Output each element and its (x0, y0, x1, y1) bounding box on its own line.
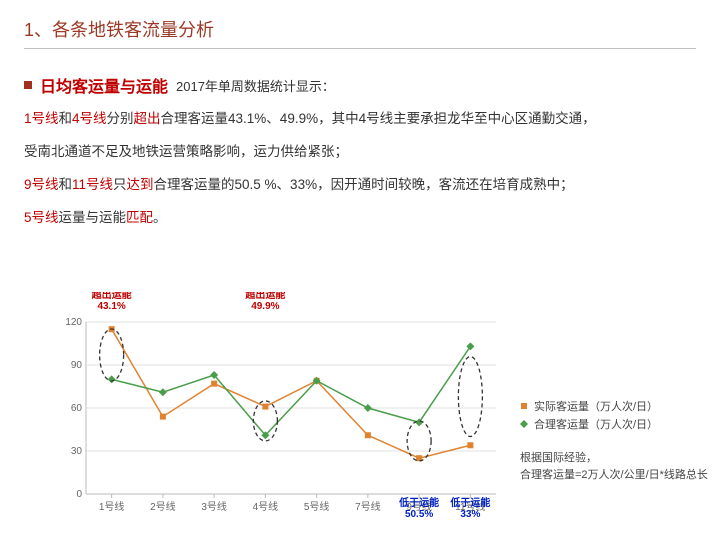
svg-text:0: 0 (76, 489, 82, 500)
svg-text:2号线: 2号线 (150, 500, 176, 513)
svg-text:5号线: 5号线 (304, 500, 330, 513)
svg-text:33%: 33% (460, 509, 480, 520)
svg-text:90: 90 (71, 360, 83, 371)
subheading-note: 2017年单周数据统计显示： (176, 76, 335, 95)
svg-text:30: 30 (71, 446, 83, 457)
svg-text:120: 120 (65, 317, 82, 328)
line1-text: 1号线 (24, 111, 59, 126)
svg-text:3号线: 3号线 (201, 500, 227, 513)
svg-text:7号线: 7号线 (355, 500, 381, 513)
svg-text:4号线: 4号线 (253, 500, 279, 513)
para-3: 5号线运量与运能匹配。 (24, 204, 696, 231)
bullet-icon (24, 81, 32, 89)
chart-legend: 实际客运量（万人次/日） 合理客运量（万人次/日） (520, 398, 658, 434)
svg-text:60: 60 (71, 403, 83, 414)
footnote-line1: 根据国际经验， (520, 450, 708, 467)
svg-text:1号线: 1号线 (99, 500, 125, 513)
para-1: 1号线和4号线分别超出合理客运量43.1%、49.9%，其中4号线主要承担龙华至… (24, 105, 696, 132)
legend-label-reasonable: 合理客运量（万人次/日） (534, 416, 658, 432)
svg-text:低于运能: 低于运能 (449, 496, 490, 509)
svg-text:低于运能: 低于运能 (398, 496, 439, 509)
legend-label-actual: 实际客运量（万人次/日） (534, 398, 658, 414)
para-2: 9号线和11号线只达到合理客运量的50.5 %、33%，因开通时间较晚，客流还在… (24, 171, 696, 198)
para-1b: 受南北通道不足及地铁运营策略影响，运力供给紧张； (24, 138, 696, 165)
footnote: 根据国际经验， 合理客运量=2万人次/公里/日*线路总长 (520, 450, 708, 483)
svg-text:43.1%: 43.1% (97, 301, 125, 312)
subheading-label: 日均客运量与运能 (40, 73, 168, 97)
svg-text:50.5%: 50.5% (405, 509, 433, 520)
legend-item-actual: 实际客运量（万人次/日） (520, 398, 658, 414)
subheading-row: 日均客运量与运能 2017年单周数据统计显示： (24, 73, 696, 97)
svg-text:49.9%: 49.9% (251, 301, 279, 312)
legend-item-reasonable: 合理客运量（万人次/日） (520, 416, 658, 432)
svg-text:超出运能: 超出运能 (91, 292, 132, 301)
line-chart: 03060901201号线2号线3号线4号线5号线7号线9号线11号线超出运能4… (56, 292, 506, 524)
svg-text:超出运能: 超出运能 (244, 292, 285, 301)
footnote-line2: 合理客运量=2万人次/公里/日*线路总长 (520, 467, 708, 484)
page-title: 1、各条地铁客流量分析 (24, 16, 696, 49)
